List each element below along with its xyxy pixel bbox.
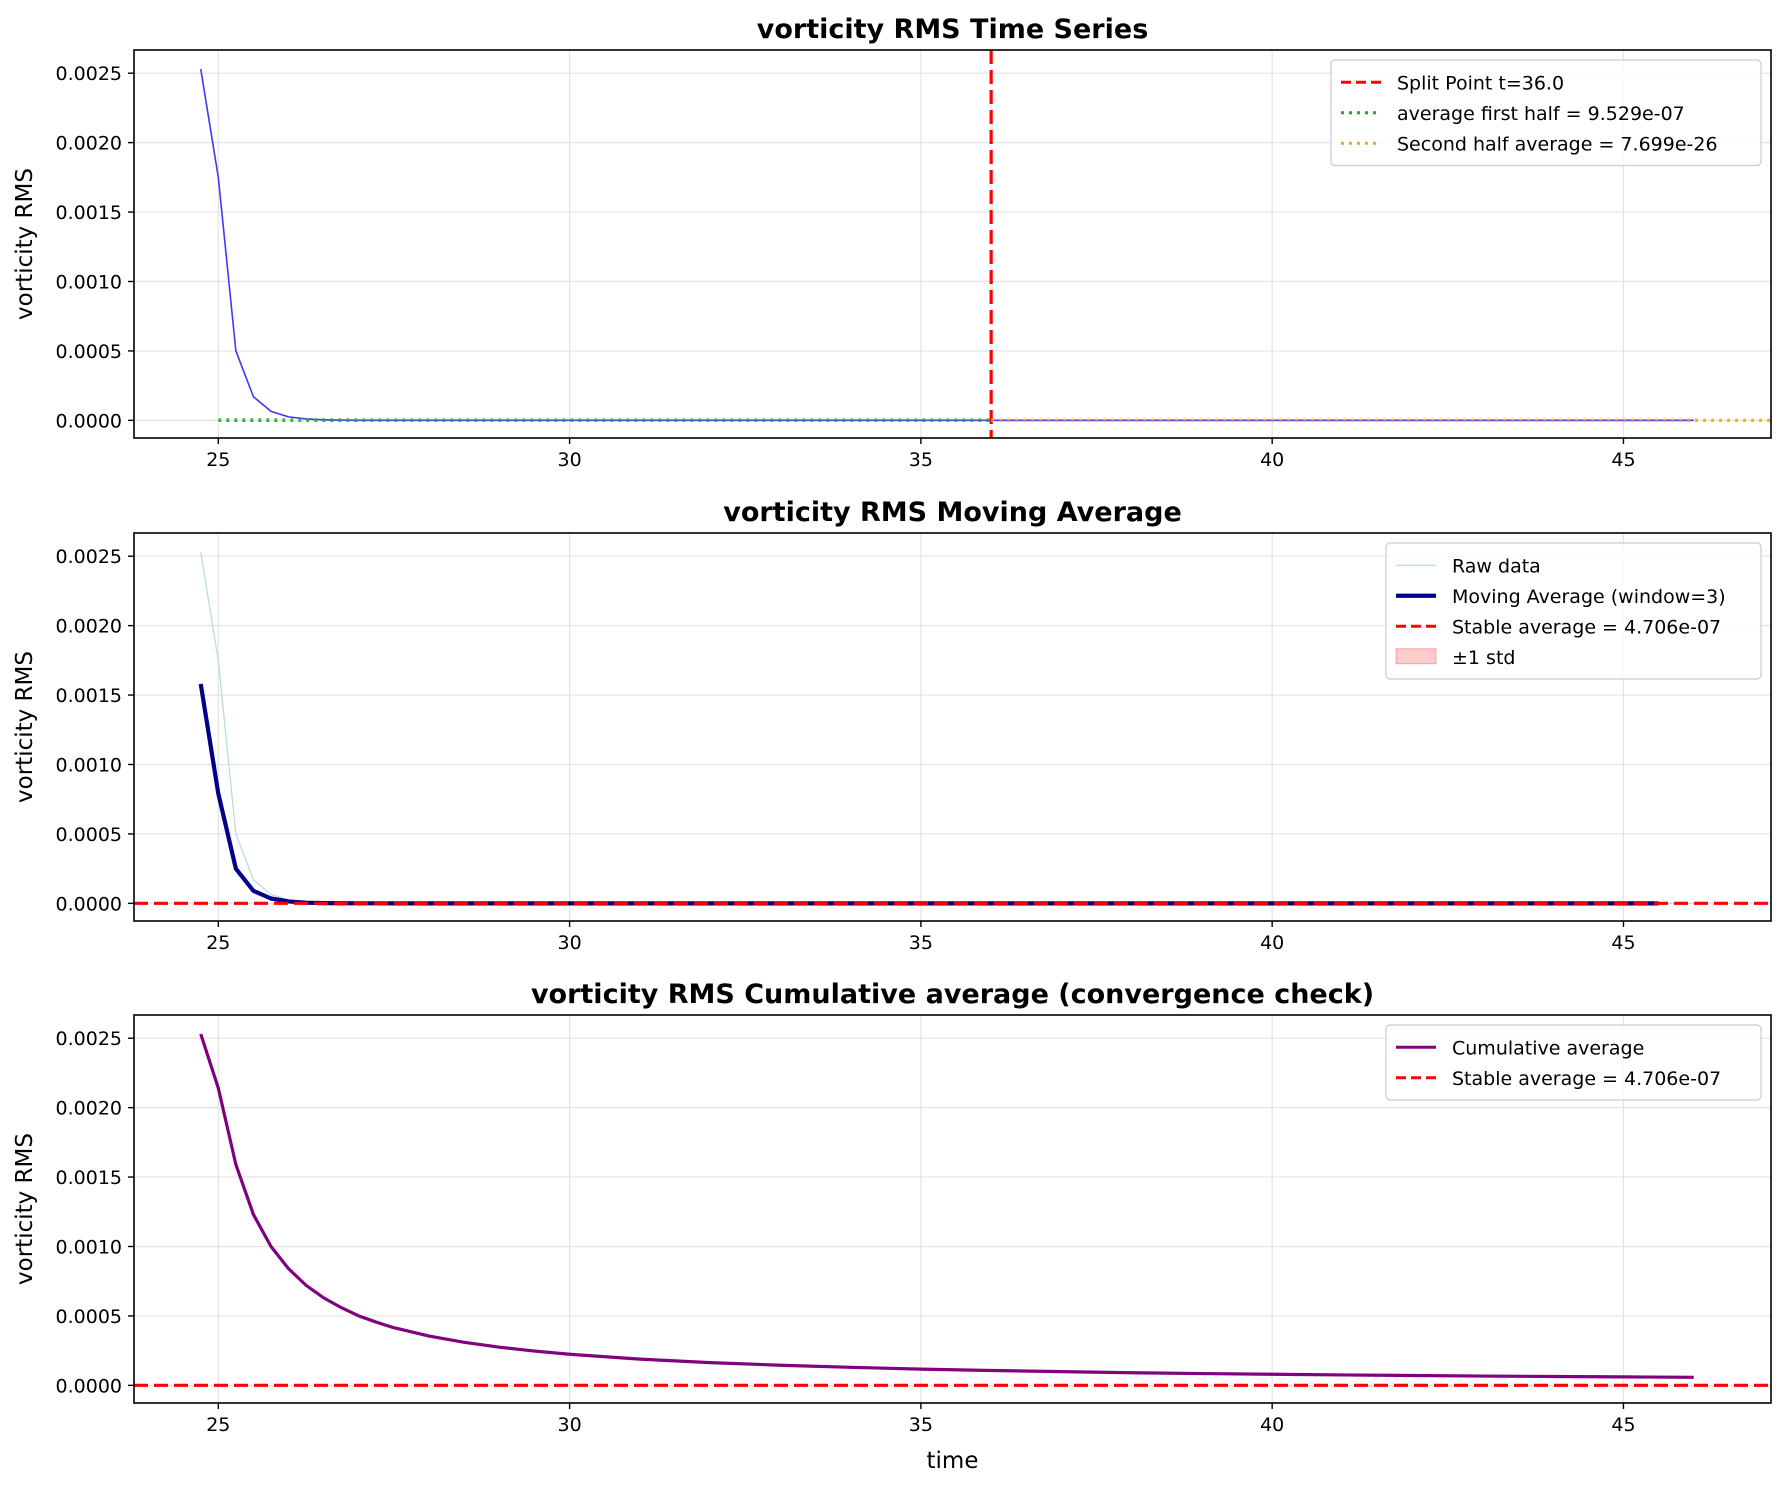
series-line-2 (198, 683, 1659, 906)
legend-label: Cumulative average (1452, 1037, 1644, 1059)
x-tick-label: 30 (558, 932, 582, 954)
legend-label: Second half average = 7.699e-26 (1397, 133, 1718, 155)
chart-panel-3: 25 30 35 40 45 0.0000 0.0005 0.0010 0.0015 0.0020… (12, 979, 1772, 1474)
y-tick-label: 0.0010 (56, 1236, 122, 1258)
y-tick-label: 0.0020 (56, 616, 122, 638)
y-tick-label: 0.0025 (56, 63, 122, 85)
legend: Raw data Moving Average (window=3) Stable … (1385, 542, 1762, 680)
chart-title: vorticity RMS Time Series (757, 14, 1149, 45)
y-tick-label: 0.0000 (56, 893, 122, 915)
y-tick-label: 0.0010 (56, 754, 122, 776)
y-tick-label: 0.0000 (56, 1375, 122, 1397)
y-tick-label: 0.0025 (56, 546, 122, 568)
x-tick-label: 30 (558, 449, 582, 471)
x-tick-label: 40 (1260, 1414, 1284, 1436)
legend-box (1385, 1024, 1762, 1101)
y-axis-label: vorticity RMS (12, 168, 38, 320)
y-tick-label: 0.0025 (56, 1028, 122, 1050)
y-tick-label: 0.0005 (56, 341, 122, 363)
plot-area (134, 1033, 1771, 1387)
y-axis-label: vorticity RMS (12, 1133, 38, 1285)
plot-area (134, 551, 1771, 906)
x-tick-label: 40 (1260, 932, 1284, 954)
y-tick-label: 0.0005 (56, 824, 122, 846)
legend-label: average first half = 9.529e-07 (1397, 103, 1685, 125)
legend-label: Stable average = 4.706e-07 (1452, 616, 1721, 638)
axes-frame (133, 532, 1772, 922)
y-tick-label: 0.0000 (56, 410, 122, 432)
legend-label: ±1 std (1452, 647, 1515, 669)
x-tick-label: 40 (1260, 449, 1284, 471)
y-tick-label: 0.0010 (56, 271, 122, 293)
y-tick-label: 0.0015 (56, 1167, 122, 1189)
legend-label: Raw data (1452, 555, 1541, 577)
x-tick-label: 45 (1611, 932, 1635, 954)
y-tick-label: 0.0015 (56, 202, 122, 224)
legend-box (1330, 59, 1762, 167)
axes-frame (133, 49, 1772, 439)
x-tick-label: 45 (1611, 449, 1635, 471)
x-axis-label: time (927, 1448, 979, 1474)
legend-label: Moving Average (window=3) (1452, 586, 1726, 608)
y-tick-label: 0.0020 (56, 1098, 122, 1120)
x-tick-label: 25 (206, 1414, 230, 1436)
series-line-1 (199, 1033, 1694, 1379)
x-tick-label: 30 (558, 1414, 582, 1436)
y-tick-label: 0.0020 (56, 133, 122, 155)
y-axis-label: vorticity RMS (12, 651, 38, 803)
x-tick-label: 35 (909, 1414, 933, 1436)
chart-title: vorticity RMS Cumulative average (conver… (531, 979, 1374, 1010)
legend-swatch (1395, 648, 1437, 665)
chart-panel-2: 25 30 35 40 45 0.0000 0.0005 0.0010 0.0015 0.0020… (12, 497, 1772, 954)
x-tick-label: 45 (1611, 1414, 1635, 1436)
y-tick-label: 0.0005 (56, 1306, 122, 1328)
legend: Cumulative average Stable average = 4.706… (1385, 1024, 1762, 1101)
y-tick-label: 0.0015 (56, 685, 122, 707)
x-tick-label: 25 (206, 932, 230, 954)
x-tick-label: 35 (909, 932, 933, 954)
legend-label: Split Point t=36.0 (1397, 72, 1564, 94)
x-tick-label: 25 (206, 449, 230, 471)
chart-panel-1: 25 30 35 40 45 0.0000 0.0005 0.0010 0.0015 0.0020… (12, 14, 1772, 471)
legend: Split Point t=36.0 average first half = 9… (1330, 59, 1762, 167)
chart-title: vorticity RMS Moving Average (723, 497, 1182, 528)
axes-frame (133, 1014, 1772, 1404)
legend-label: Stable average = 4.706e-07 (1452, 1068, 1721, 1090)
legend-box (1385, 542, 1762, 680)
x-tick-label: 35 (909, 449, 933, 471)
plot-area (199, 50, 1771, 438)
